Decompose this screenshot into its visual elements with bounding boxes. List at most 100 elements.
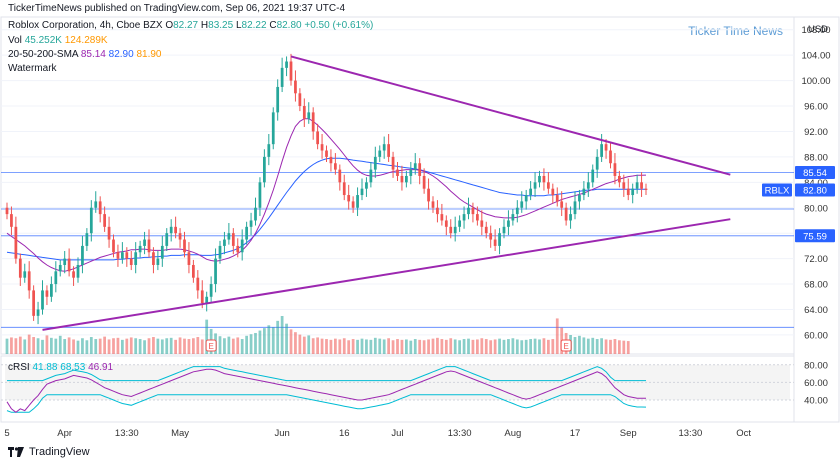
- candle-body: [413, 163, 417, 170]
- volume-bar: [484, 339, 488, 354]
- sma-legend[interactable]: 20-50-200-SMA 85.14 82.90 81.90: [8, 49, 161, 60]
- candle-body: [205, 296, 209, 304]
- candle-body: [409, 169, 413, 176]
- candle-body: [54, 271, 58, 285]
- volume-bar: [143, 340, 146, 354]
- volume-bar: [178, 337, 182, 354]
- volume-bar: [41, 339, 44, 354]
- volume-bar: [125, 338, 129, 354]
- tradingview-logo-icon: [8, 447, 24, 457]
- rsi-legend[interactable]: cRSI 41.88 68.53 46.91: [8, 362, 113, 373]
- volume-bar: [223, 338, 226, 354]
- volume-bar: [365, 339, 368, 354]
- candle-body: [329, 156, 333, 164]
- volume-bar: [529, 339, 533, 354]
- volume-bar: [604, 339, 608, 354]
- volume-bar: [280, 316, 284, 354]
- candle-body: [475, 214, 479, 221]
- candle-body: [63, 258, 67, 265]
- rsi-label: cRSI: [8, 362, 30, 373]
- candle-body: [404, 175, 408, 183]
- volume-bar: [520, 340, 524, 354]
- volume-bar: [183, 338, 186, 354]
- volume-bar: [404, 339, 408, 354]
- volume-bar: [49, 337, 53, 354]
- price-tick-label: 84.00: [804, 178, 828, 189]
- price-tick-label: 108.00: [801, 25, 830, 36]
- candle-body: [351, 201, 355, 208]
- price-axis[interactable]: [793, 16, 840, 423]
- candle-body: [560, 201, 564, 208]
- price-tick-label: 64.00: [804, 305, 828, 316]
- candle-body: [98, 201, 102, 215]
- symbol-legend[interactable]: Roblox Corporation, 4h, Cboe BZX O82.27 …: [8, 20, 373, 31]
- candle-body: [431, 201, 435, 208]
- footer-brand-text: TradingView: [29, 446, 90, 458]
- volume-bar: [63, 339, 67, 354]
- candle-body: [311, 112, 315, 132]
- watermark-legend[interactable]: Watermark: [8, 63, 57, 74]
- footer-brand[interactable]: TradingView: [8, 446, 90, 458]
- candle-body: [81, 245, 84, 265]
- volume-bar: [14, 338, 18, 354]
- candle-body: [617, 175, 621, 183]
- volume-bar: [103, 336, 107, 354]
- volume-bar: [329, 339, 333, 354]
- volume-bar: [382, 339, 386, 354]
- time-tick-label: 16: [339, 428, 350, 439]
- volume-bar: [582, 337, 586, 354]
- candle-body: [116, 252, 120, 259]
- volume-bar: [475, 339, 479, 354]
- candle-body: [604, 144, 608, 151]
- volume-bar: [538, 339, 541, 354]
- price-label-symbol-bg: [762, 183, 792, 197]
- rsi-tick-label: 40.00: [804, 396, 828, 407]
- candle-body: [546, 182, 550, 189]
- volume-bar: [462, 339, 466, 354]
- candle-body: [289, 61, 293, 81]
- volume-bar: [134, 338, 138, 354]
- volume-legend[interactable]: Vol 45.252K 124.289K: [8, 35, 108, 46]
- candle-body: [143, 239, 146, 246]
- candle-body: [112, 239, 115, 253]
- volume-bar: [120, 339, 124, 354]
- volume-bar: [573, 337, 577, 354]
- volume-bar: [271, 327, 275, 354]
- time-tick-label: Apr: [57, 428, 72, 439]
- volume-bar: [551, 339, 555, 354]
- candle-body: [471, 207, 475, 215]
- volume-bar: [480, 338, 484, 354]
- vol-ma-value: 124.289K: [64, 35, 108, 46]
- volume-bar: [302, 336, 306, 354]
- candle-body: [591, 169, 595, 183]
- candle-body: [165, 233, 169, 246]
- candle-body: [214, 258, 217, 285]
- watermark-text: Ticker Time News: [688, 24, 783, 38]
- candle-body: [178, 233, 182, 240]
- candle-body: [338, 169, 342, 183]
- candle-body: [76, 264, 80, 278]
- volume-bar: [617, 340, 621, 354]
- time-tick-label: 5: [4, 428, 9, 439]
- candle-body: [325, 150, 328, 157]
- volume-bar: [245, 335, 249, 354]
- candle-body: [502, 226, 506, 234]
- candle-body: [449, 226, 453, 234]
- price-tick-label: 60.00: [804, 330, 828, 341]
- trendline: [42, 218, 731, 331]
- candle-body: [360, 188, 364, 196]
- candle-body: [373, 156, 377, 170]
- horizontal-lines: [1, 172, 794, 328]
- volume-bar: [54, 338, 58, 354]
- volume-bar: [391, 340, 395, 354]
- price-label-85-bg: [795, 166, 835, 180]
- volume-bar: [258, 330, 262, 354]
- candle-body: [196, 277, 200, 291]
- volume-bar: [227, 336, 231, 354]
- trendlines[interactable]: [42, 55, 731, 331]
- candle-body: [307, 112, 311, 119]
- candle-body: [586, 182, 590, 189]
- volume-bar: [191, 338, 195, 354]
- candle-body: [27, 271, 31, 291]
